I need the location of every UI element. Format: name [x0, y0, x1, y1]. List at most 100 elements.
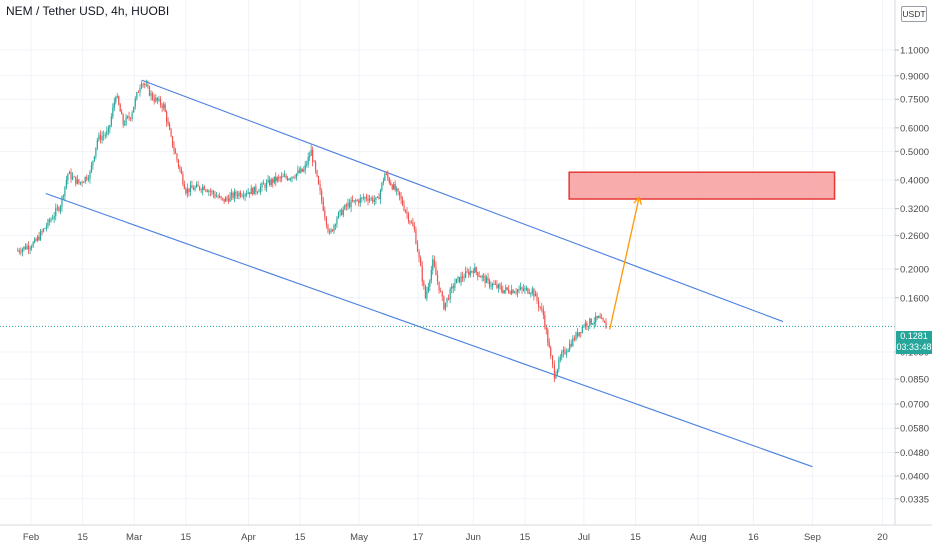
candle-body [399, 191, 401, 196]
candle-body [38, 236, 40, 240]
projection-arrow[interactable] [609, 196, 643, 330]
time-axis[interactable]: Feb 15 Mar 15 Apr 15 May 17 Jun 15 Jul 15 Aug 16 Sep 20 [23, 532, 888, 543]
candle-body [350, 200, 352, 208]
candle-body [545, 327, 547, 330]
candle-body [436, 275, 439, 282]
y-tick-label: 1.1000 [900, 45, 929, 56]
candle-body [525, 287, 527, 289]
candle-body [42, 228, 45, 232]
candle-body [599, 316, 601, 319]
candle-body [113, 102, 115, 108]
candle-body [225, 197, 227, 202]
candle-body [152, 93, 154, 100]
candle-body [47, 219, 49, 227]
descending-channel[interactable] [45, 79, 813, 468]
candle-body [258, 191, 260, 193]
candle-body [396, 188, 398, 191]
candle-body [298, 170, 300, 173]
candle-body [116, 96, 118, 98]
candle-body [480, 276, 482, 278]
candle-body [211, 191, 213, 193]
candle-body [291, 176, 293, 179]
candle-body [446, 297, 448, 303]
candle-body [511, 289, 513, 294]
candle-body [261, 183, 263, 188]
x-tick-label: Jul [578, 532, 590, 543]
candle-body [319, 184, 321, 191]
candle-body [522, 288, 525, 291]
candle-body [580, 332, 582, 333]
target-zone[interactable] [568, 171, 836, 200]
candle-body [294, 177, 296, 179]
projection-arrowhead [633, 196, 640, 204]
candle-body [301, 168, 303, 172]
candle-body [435, 266, 437, 276]
channel-lower-line [45, 193, 813, 468]
candle-body [485, 277, 488, 283]
candle-body [136, 92, 138, 99]
candle-body [200, 189, 202, 191]
candle-body [463, 277, 465, 279]
candle-body [155, 97, 157, 102]
chart-title: NEM / Tether USD, 4h, HUOBI [6, 4, 170, 18]
candle-body [177, 159, 180, 167]
candle-body [55, 208, 57, 216]
candle-body [368, 198, 371, 201]
candle-body [342, 209, 344, 216]
candle-body [404, 210, 407, 212]
candle-body [81, 181, 83, 183]
candle-body [203, 186, 205, 190]
candle-body [180, 169, 182, 174]
candle-body [48, 219, 51, 222]
candle-body [397, 188, 399, 192]
bar-countdown: 03:33:48 [896, 342, 932, 352]
candle-body [247, 192, 249, 194]
y-tick-label: 0.0400 [900, 472, 929, 483]
candle-body [569, 343, 571, 350]
candle-body [199, 186, 201, 190]
candle-body [241, 195, 243, 197]
candle-body [189, 185, 192, 193]
x-tick-label: 15 [181, 532, 192, 543]
price-axis[interactable]: 1.1000 0.9000 0.7500 0.6000 0.5000 0.4000 0.32… [895, 45, 929, 505]
y-tick-label: 0.2000 [900, 265, 929, 276]
candle-body [32, 242, 34, 247]
candle-body [334, 224, 337, 226]
candle-body [418, 251, 420, 258]
candle-body [18, 250, 20, 252]
candle-body [481, 275, 483, 278]
candle-body [306, 164, 308, 165]
y-tick-label: 0.0580 [900, 424, 929, 435]
candle-body [378, 197, 380, 200]
candle-body [166, 111, 168, 123]
y-tick-label: 0.0335 [900, 494, 929, 505]
projection-arrowhead [638, 196, 643, 206]
candle-body [590, 318, 592, 325]
candle-body [140, 83, 143, 89]
candle-body [458, 277, 461, 283]
candle-body [499, 284, 501, 287]
candle-body [64, 186, 66, 197]
candle-body [281, 176, 283, 179]
candle-body [375, 197, 377, 201]
x-tick-label: 16 [748, 532, 759, 543]
candle-body [238, 192, 240, 197]
candle-body [393, 184, 395, 190]
candle-body [222, 197, 224, 199]
candle-body [584, 322, 586, 327]
candle-body [230, 192, 233, 196]
candle-body [441, 291, 443, 297]
candle-body [424, 285, 427, 299]
candle-body [576, 332, 579, 337]
candle-body [316, 170, 318, 177]
candle-body [194, 187, 196, 191]
candle-body [56, 207, 58, 209]
candle-body [313, 161, 315, 163]
candle-body [322, 200, 324, 211]
currency-button[interactable]: USDT [901, 6, 927, 22]
candle-body [488, 279, 491, 287]
candle-body [303, 169, 305, 172]
x-tick-label: Mar [126, 532, 142, 543]
candle-body [564, 350, 566, 354]
